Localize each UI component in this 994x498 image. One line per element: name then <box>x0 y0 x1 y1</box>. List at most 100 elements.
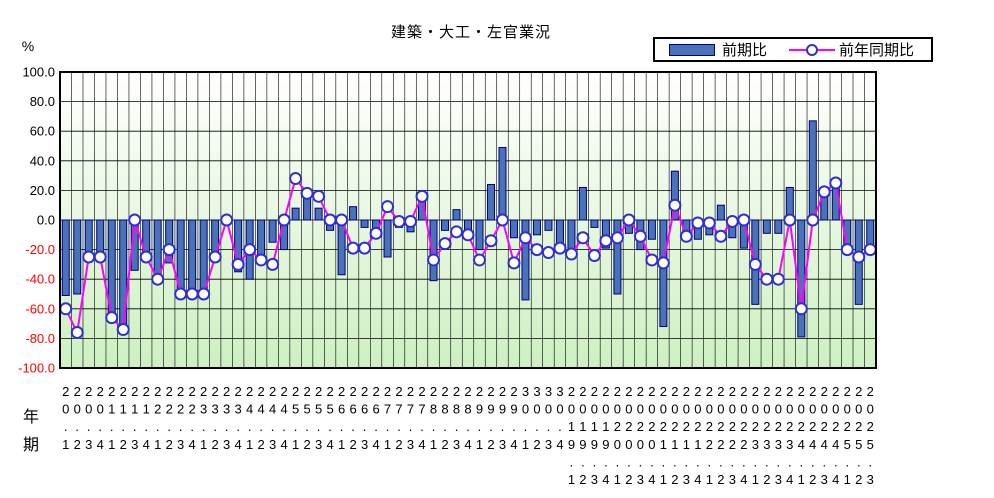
x-tick-label: 20.3 <box>85 384 92 452</box>
x-tick-char: . <box>708 454 712 469</box>
x-tick-char: 2 <box>763 384 770 399</box>
x-tick-char: 9 <box>487 402 494 417</box>
x-tick-char: 2 <box>418 384 425 399</box>
line-marker <box>381 200 395 214</box>
bar <box>291 207 300 221</box>
line-marker <box>541 246 555 260</box>
x-tick-char: 0 <box>867 402 874 417</box>
x-tick-char: 0 <box>752 402 759 417</box>
x-tick-char: 8 <box>441 402 448 417</box>
x-tick-char: 1 <box>683 437 690 452</box>
x-tick-char: 2 <box>775 419 782 434</box>
x-tick-char: 1 <box>246 437 253 452</box>
legend-bar-swatch-icon <box>669 43 715 56</box>
x-tick-char: 4 <box>143 437 150 452</box>
x-tick-char: 2 <box>235 384 242 399</box>
line-marker <box>162 243 176 257</box>
x-tick-char: 2 <box>407 384 414 399</box>
x-tick-char: . <box>696 454 700 469</box>
x-tick-char: 2 <box>602 384 609 399</box>
x-tick-char: 2 <box>349 384 356 399</box>
line-marker <box>863 243 877 257</box>
x-tick-char: 4 <box>280 437 287 452</box>
line-marker <box>599 234 613 248</box>
x-tick-char: 2 <box>154 402 161 417</box>
x-tick-label: 29.3 <box>499 384 506 452</box>
x-tick-label: 25.2 <box>303 384 310 452</box>
x-tick-char: 2 <box>786 419 793 434</box>
x-tick-char: 2 <box>395 437 402 452</box>
x-tick-char: . <box>524 419 528 434</box>
line-marker <box>369 226 383 240</box>
x-tick-char: . <box>558 419 562 434</box>
y-tick-label: 100.0 <box>22 65 55 80</box>
line-marker <box>438 237 452 251</box>
x-tick-char: . <box>478 419 482 434</box>
x-tick-label: 30.1 <box>522 384 529 452</box>
y-tick-label: 80.0 <box>30 94 55 109</box>
x-tick-label: 24.1 <box>246 384 253 452</box>
bar <box>188 219 197 295</box>
x-tick-label: 22.2 <box>166 384 173 452</box>
x-tick-label: 29.4 <box>510 384 517 452</box>
x-tick-char: 2 <box>683 419 690 434</box>
x-tick-char: . <box>822 454 826 469</box>
x-tick-char: 0 <box>729 402 736 417</box>
x-tick-char: 2 <box>269 384 276 399</box>
line-marker <box>817 185 831 199</box>
y-tick-label: 20.0 <box>30 183 55 198</box>
x-tick-char: 3 <box>821 472 828 487</box>
x-tick-char: . <box>167 419 171 434</box>
x-tick-label: 20.2 <box>74 384 81 452</box>
line-marker <box>151 272 165 286</box>
line-marker <box>185 287 199 301</box>
x-tick-char: 2 <box>660 384 667 399</box>
line-marker <box>852 250 866 264</box>
x-tick-label: 21.3 <box>131 384 138 452</box>
x-tick-char: 1 <box>752 472 759 487</box>
x-tick-char: 2 <box>625 384 632 399</box>
bar <box>555 219 564 246</box>
x-tick-char: 0 <box>740 402 747 417</box>
x-tick-label: 20.4 <box>97 384 104 452</box>
line-marker <box>495 213 509 227</box>
x-tick-char: . <box>443 419 447 434</box>
x-tick-char: . <box>248 419 252 434</box>
x-tick-label: 2 0 1 9. 1 <box>568 384 575 487</box>
x-tick-char: . <box>317 419 321 434</box>
x-tick-char: . <box>742 454 746 469</box>
x-tick-char: 3 <box>407 437 414 452</box>
x-tick-char: 9 <box>602 437 609 452</box>
x-tick-char: 1 <box>614 472 621 487</box>
x-tick-char: 2 <box>303 384 310 399</box>
bar <box>452 209 461 221</box>
line-marker <box>105 311 119 325</box>
y-tick-label: -100.0 <box>18 361 55 376</box>
x-tick-char: 2 <box>694 384 701 399</box>
x-tick-char: 0 <box>545 402 552 417</box>
x-tick-char: . <box>64 419 68 434</box>
x-tick-label: 22.3 <box>177 384 184 452</box>
x-tick-char: 4 <box>326 437 333 452</box>
x-tick-label: 2 0 1 9. 4 <box>602 384 609 487</box>
line-marker <box>277 213 291 227</box>
x-tick-label: 2 0 2 4. 3 <box>821 384 828 487</box>
x-tick-char: 2 <box>292 384 299 399</box>
x-tick-char: . <box>202 419 206 434</box>
x-tick-char: . <box>673 454 677 469</box>
line-marker <box>128 213 142 227</box>
x-tick-char: 0 <box>602 402 609 417</box>
x-tick-char: 0 <box>637 402 644 417</box>
x-tick-char: 3 <box>453 437 460 452</box>
x-tick-char: 0 <box>683 402 690 417</box>
line-marker <box>610 231 624 245</box>
x-tick-char: 3 <box>269 437 276 452</box>
x-tick-char: 4 <box>694 472 701 487</box>
line-marker <box>507 256 521 270</box>
line-marker <box>484 234 498 248</box>
bar <box>670 170 679 221</box>
x-tick-char: 8 <box>453 402 460 417</box>
x-tick-label: 2 0 2 4. 2 <box>809 384 816 487</box>
x-tick-char: 2 <box>464 384 471 399</box>
x-tick-char: 5 <box>315 402 322 417</box>
